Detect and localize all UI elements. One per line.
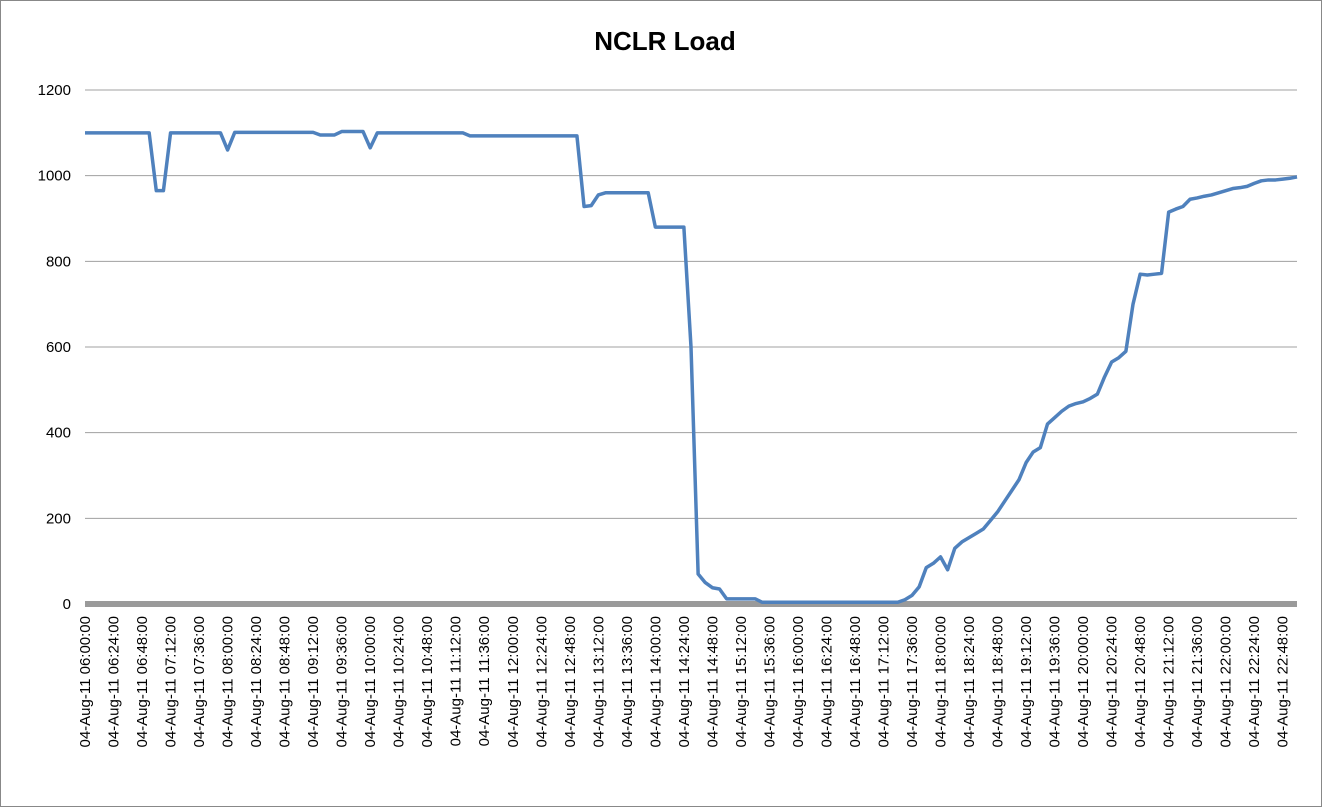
y-tick-label: 200 — [46, 510, 71, 527]
x-tick-label: 04-Aug-11 16:00:00 — [790, 616, 807, 748]
x-tick-label: 04-Aug-11 16:24:00 — [818, 616, 835, 748]
x-tick-label: 04-Aug-11 10:00:00 — [362, 616, 379, 748]
x-tick-label: 04-Aug-11 13:36:00 — [619, 616, 636, 748]
x-tick-label: 04-Aug-11 09:36:00 — [334, 616, 351, 748]
x-tick-label: 04-Aug-11 08:24:00 — [248, 616, 265, 748]
x-tick-label: 04-Aug-11 08:48:00 — [277, 616, 294, 748]
y-tick-label: 600 — [46, 339, 71, 356]
x-tick-label: 04-Aug-11 17:36:00 — [904, 616, 921, 748]
x-tick-label: 04-Aug-11 20:00:00 — [1075, 616, 1092, 748]
chart-title: NCLR Load — [594, 26, 736, 56]
x-tick-label: 04-Aug-11 15:12:00 — [733, 616, 750, 748]
data-line — [85, 129, 1298, 605]
x-tick-label: 04-Aug-11 07:12:00 — [163, 616, 180, 748]
x-tick-label: 04-Aug-11 18:00:00 — [933, 616, 950, 748]
y-tick-label: 400 — [46, 425, 71, 442]
x-tick-label: 04-Aug-11 14:48:00 — [704, 616, 721, 748]
x-tick-label: 04-Aug-11 11:36:00 — [476, 616, 493, 746]
y-tick-label: 1200 — [38, 82, 71, 99]
y-tick-label: 1000 — [38, 168, 71, 185]
x-tick-label: 04-Aug-11 22:00:00 — [1218, 616, 1235, 748]
x-tick-label: 04-Aug-11 14:24:00 — [676, 616, 693, 748]
x-tick-label: 04-Aug-11 22:48:00 — [1275, 616, 1292, 748]
x-tick-label: 04-Aug-11 15:36:00 — [761, 616, 778, 748]
y-tick-label: 0 — [63, 596, 71, 613]
x-tick-label: 04-Aug-11 20:24:00 — [1104, 616, 1121, 748]
x-tick-label: 04-Aug-11 09:12:00 — [305, 616, 322, 748]
x-tick-label: 04-Aug-11 19:12:00 — [1018, 616, 1035, 748]
x-tick-label: 04-Aug-11 22:24:00 — [1246, 616, 1263, 748]
x-tick-label: 04-Aug-11 13:12:00 — [590, 616, 607, 748]
x-tick-label: 04-Aug-11 10:48:00 — [419, 616, 436, 748]
y-tick-label: 800 — [46, 253, 71, 270]
x-tick-label: 04-Aug-11 14:00:00 — [647, 616, 664, 748]
x-tick-label: 04-Aug-11 19:36:00 — [1047, 616, 1064, 748]
x-tick-label: 04-Aug-11 21:36:00 — [1189, 616, 1206, 748]
x-tick-label: 04-Aug-11 20:48:00 — [1132, 616, 1149, 748]
x-tick-label: 04-Aug-11 10:24:00 — [391, 616, 408, 748]
x-tick-label: 04-Aug-11 08:00:00 — [220, 616, 237, 748]
x-tick-label: 04-Aug-11 06:48:00 — [134, 616, 151, 748]
x-tick-label: 04-Aug-11 18:24:00 — [961, 616, 978, 748]
x-tick-label: 04-Aug-11 12:48:00 — [562, 616, 579, 748]
x-tick-label: 04-Aug-11 11:12:00 — [448, 616, 465, 746]
x-tick-label: 04-Aug-11 07:36:00 — [191, 616, 208, 748]
x-tick-label: 04-Aug-11 06:00:00 — [77, 616, 94, 748]
x-tick-label: 04-Aug-11 17:12:00 — [875, 616, 892, 748]
x-tick-label: 04-Aug-11 18:48:00 — [990, 616, 1007, 748]
x-tick-label: 04-Aug-11 21:12:00 — [1161, 616, 1178, 748]
x-tick-label: 04-Aug-11 12:00:00 — [505, 616, 522, 748]
x-tick-label: 04-Aug-11 16:48:00 — [847, 616, 864, 748]
x-tick-label: 04-Aug-11 12:24:00 — [533, 616, 550, 748]
x-tick-label: 04-Aug-11 06:24:00 — [106, 616, 123, 748]
